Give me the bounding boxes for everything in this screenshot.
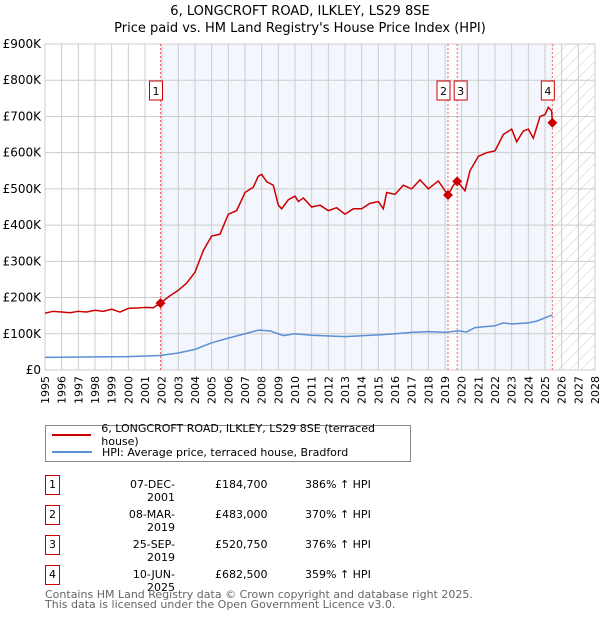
y-tick-label: £100K xyxy=(3,327,43,341)
sale-point xyxy=(547,117,558,128)
x-tick-label: 2018 xyxy=(422,376,435,404)
x-tick-label: 1999 xyxy=(106,376,119,404)
transaction-date: 25-SEP-2019 xyxy=(132,538,175,564)
price-chart: 1995 1996 1997 1998 1999 2000 2001 2002 2003 2004… xyxy=(3,37,600,404)
x-tick-label: 2012 xyxy=(322,376,335,404)
transaction-hpi: 359% ↑ HPI xyxy=(305,568,371,581)
transaction-row: 1 07-DEC-2001 £184,700 386% ↑ HPI xyxy=(45,475,545,504)
x-tick-label: 2026 xyxy=(556,376,569,404)
legend: 6, LONGCROFT ROAD, ILKLEY, LS29 8SE (ter… xyxy=(45,422,411,462)
transaction-price: £520,750 xyxy=(215,538,268,551)
sale-point xyxy=(443,190,453,201)
x-tick-label: 2024 xyxy=(522,376,535,404)
transaction-number: 4 xyxy=(45,565,60,585)
plot-border xyxy=(44,43,596,371)
series-line xyxy=(44,314,553,359)
x-tick-label: 2010 xyxy=(289,376,302,404)
legend-item-property: 6, LONGCROFT ROAD, ILKLEY, LS29 8SE (ter… xyxy=(46,422,410,448)
sale-point xyxy=(452,176,463,187)
legend-label: HPI: Average price, terraced house, Brad… xyxy=(102,445,349,459)
x-tick-label: 2017 xyxy=(406,376,419,404)
x-tick-label: 2013 xyxy=(339,376,352,404)
transaction-number: 1 xyxy=(45,475,60,495)
x-tick-label: 2000 xyxy=(122,376,135,404)
transaction-row: 2 08-MAR-2019 £483,000 370% ↑ HPI xyxy=(45,505,545,534)
x-tick-label: 2020 xyxy=(456,376,469,404)
x-tick-label: 2008 xyxy=(256,376,269,404)
footer: Contains HM Land Registry data © Crown c… xyxy=(45,588,473,611)
transaction-number: 2 xyxy=(45,505,60,525)
x-tick-label: 2011 xyxy=(306,376,319,404)
x-tick-label: 2004 xyxy=(189,376,202,404)
x-tick-label: 2003 xyxy=(172,376,185,404)
x-tick-label: 1996 xyxy=(56,376,69,404)
transaction-hpi: 376% ↑ HPI xyxy=(305,538,371,551)
y-tick-label: £600K xyxy=(3,146,43,160)
x-tick-label: 2016 xyxy=(389,376,402,404)
sale-label-box xyxy=(149,80,163,101)
shaded-period xyxy=(160,44,448,370)
legend-swatch-red xyxy=(52,434,92,436)
x-tick-label: 2025 xyxy=(539,376,552,404)
shaded-period xyxy=(457,44,553,370)
footer-line: This data is licensed under the Open Gov… xyxy=(45,598,396,611)
y-tick-label: £800K xyxy=(3,73,43,87)
forecast-hatch xyxy=(552,44,595,370)
y-tick-label: £400K xyxy=(3,218,43,232)
transaction-date: 10-JUN-2025 xyxy=(132,568,175,594)
x-tick-label: 2009 xyxy=(272,376,285,404)
transaction-row: 3 25-SEP-2019 £520,750 376% ↑ HPI xyxy=(45,535,545,564)
x-tick-label: 1998 xyxy=(89,376,102,404)
x-tick-label: 2021 xyxy=(472,376,485,404)
x-tick-label: 2007 xyxy=(239,376,252,404)
x-tick-label: 2022 xyxy=(489,376,502,404)
x-tick-label: 2001 xyxy=(139,376,152,404)
x-tick-label: 2028 xyxy=(589,376,600,404)
x-tick-label: 2005 xyxy=(206,376,219,404)
transaction-hpi: 370% ↑ HPI xyxy=(305,508,371,521)
sale-label-box xyxy=(540,80,555,101)
y-tick-label: £300K xyxy=(3,254,43,268)
x-tick-label: 2014 xyxy=(356,376,369,404)
x-tick-label: 2006 xyxy=(222,376,235,404)
sale-point xyxy=(155,298,166,309)
sale-label-box xyxy=(453,80,468,101)
transaction-date: 08-MAR-2019 xyxy=(128,508,175,534)
transaction-date: 07-DEC-2001 xyxy=(129,478,175,504)
x-tick-label: 2027 xyxy=(572,376,585,404)
chart-title: 6, LONGCROFT ROAD, ILKLEY, LS29 8SE xyxy=(170,4,430,19)
legend-item-hpi: HPI: Average price, terraced house, Brad… xyxy=(46,444,348,460)
sale-label: 3 xyxy=(457,85,464,98)
x-tick-label: 1995 xyxy=(39,376,52,404)
y-tick-label: £200K xyxy=(3,291,43,305)
transaction-price: £682,500 xyxy=(215,568,268,581)
chart-subtitle: Price paid vs. HM Land Registry's House … xyxy=(114,21,486,36)
transaction-number: 3 xyxy=(45,535,60,555)
legend-label: 6, LONGCROFT ROAD, ILKLEY, LS29 8SE (ter… xyxy=(101,422,375,448)
sale-label: 4 xyxy=(544,85,551,98)
y-tick-label: £0 xyxy=(26,363,41,377)
series-line xyxy=(44,106,554,314)
x-tick-label: 1997 xyxy=(72,376,85,404)
legend-swatch-blue xyxy=(52,451,92,453)
x-tick-label: 2019 xyxy=(439,376,452,404)
y-tick-label: £900K xyxy=(3,37,43,51)
x-tick-label: 2002 xyxy=(156,376,169,404)
sale-label: 2 xyxy=(440,85,447,98)
x-tick-label: 2015 xyxy=(372,376,385,404)
x-tick-label: 2023 xyxy=(506,376,519,404)
transaction-hpi: 386% ↑ HPI xyxy=(305,478,371,491)
sale-label: 1 xyxy=(153,85,160,98)
transaction-price: £184,700 xyxy=(215,478,268,491)
y-tick-label: £500K xyxy=(3,182,43,196)
transaction-row: 4 10-JUN-2025 £682,500 359% ↑ HPI xyxy=(45,565,545,594)
y-tick-label: £700K xyxy=(3,109,43,123)
sale-label-box xyxy=(436,80,451,101)
transaction-price: £483,000 xyxy=(215,508,268,521)
footer-line: Contains HM Land Registry data © Crown c… xyxy=(45,588,473,601)
